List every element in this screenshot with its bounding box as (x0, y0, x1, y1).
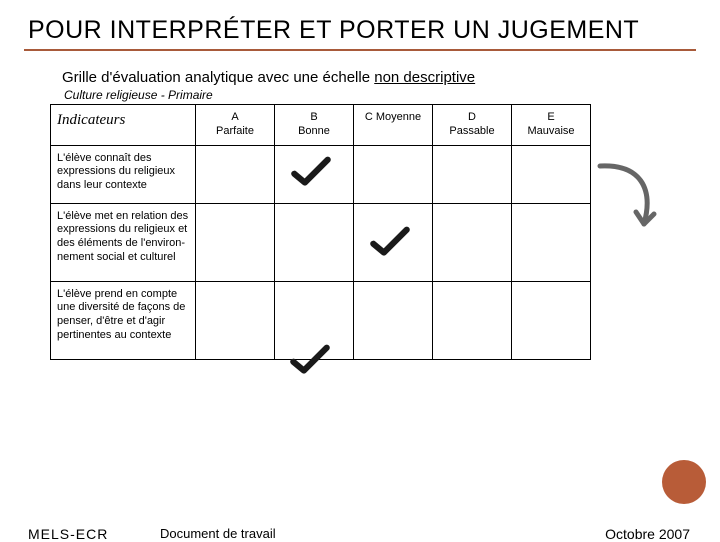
rubric-table: Indicateurs AParfaite BBonne C Moyenne D… (50, 104, 591, 360)
header-col-d: DPassable (433, 105, 512, 146)
checkmark-icon (288, 342, 332, 378)
table-row: L'élève met en relation des expressions … (51, 203, 591, 281)
header-col-e: EMauvaise (512, 105, 591, 146)
grade-cell-e (512, 145, 591, 203)
header-col-b: BBonne (275, 105, 354, 146)
slide-title: POUR INTERPRÉTER ET PORTER UN JUGEMENT (0, 0, 720, 49)
grade-cell-d (433, 281, 512, 359)
header-indicateurs: Indicateurs (51, 105, 196, 146)
footer-mid: Document de travail (160, 526, 276, 541)
grade-cell-e (512, 203, 591, 281)
curved-arrow-icon (592, 154, 664, 244)
grade-cell-b (275, 145, 354, 203)
indicator-cell: L'élève prend en compte une diversité de… (51, 281, 196, 359)
slide-subtitle: Grille d'évaluation analytique avec une … (0, 51, 720, 88)
decorative-circle-icon (662, 460, 706, 504)
grade-cell-a (196, 145, 275, 203)
grade-cell-d (433, 203, 512, 281)
indicator-cell: L'élève connaît des expressions du relig… (51, 145, 196, 203)
checkmark-icon (289, 154, 333, 190)
context-line: Culture religieuse - Primaire (0, 88, 720, 104)
grade-cell-c (354, 281, 433, 359)
header-col-a: AParfaite (196, 105, 275, 146)
grade-cell-c (354, 145, 433, 203)
grade-cell-e (512, 281, 591, 359)
grade-cell-c (354, 203, 433, 281)
checkmark-icon (368, 224, 412, 260)
grade-cell-d (433, 145, 512, 203)
subtitle-prefix: Grille d'évaluation analytique avec une … (62, 69, 374, 86)
table-header-row: Indicateurs AParfaite BBonne C Moyenne D… (51, 105, 591, 146)
subtitle-underlined: non descriptive (374, 69, 475, 86)
evaluation-grid: Indicateurs AParfaite BBonne C Moyenne D… (50, 104, 590, 360)
indicator-cell: L'élève met en relation des expressions … (51, 203, 196, 281)
grade-cell-a (196, 203, 275, 281)
grade-cell-b (275, 203, 354, 281)
table-row: L'élève connaît des expressions du relig… (51, 145, 591, 203)
header-col-c: C Moyenne (354, 105, 433, 146)
grade-cell-a (196, 281, 275, 359)
